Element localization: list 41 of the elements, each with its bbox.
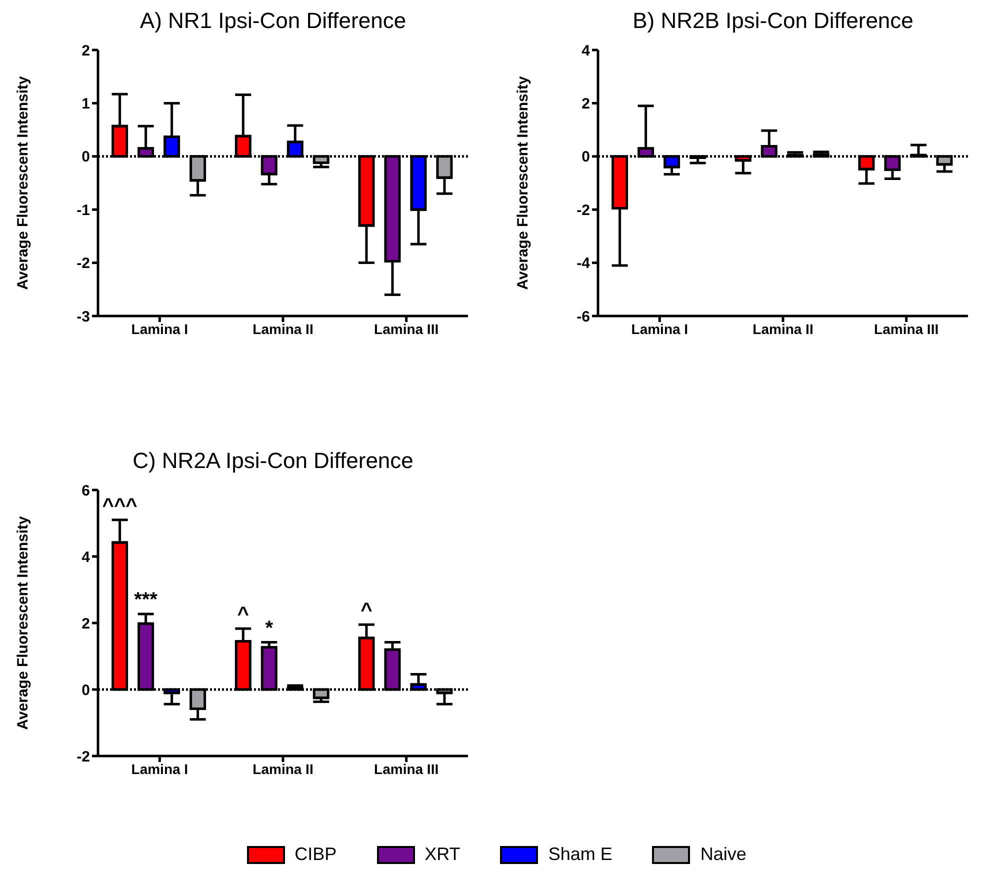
chart-title: A) NR1 Ipsi-Con Difference xyxy=(138,8,408,35)
data-label: ^^^ xyxy=(102,494,138,517)
y-tick-label: -1 xyxy=(76,202,90,219)
x-tick-label: Lamina II xyxy=(252,320,314,337)
y-tick-label: 0 xyxy=(582,148,590,166)
y-tick-label: 0 xyxy=(82,682,90,699)
y-tick-label: 0 xyxy=(82,148,90,166)
y-tick-label: -4 xyxy=(576,255,591,272)
y-tick-label: 2 xyxy=(82,615,90,632)
data-label: *** xyxy=(134,589,158,612)
y-axis-title: Average Fluorescent Intensity xyxy=(14,516,32,730)
y-tick-label: -6 xyxy=(576,308,590,326)
data-label: ^ xyxy=(237,604,250,626)
x-tick-label: Lamina I xyxy=(131,320,188,337)
legend-label: XRT xyxy=(424,844,460,865)
y-tick-label: -2 xyxy=(76,748,90,766)
y-axis-title: Average Fluorescent Intensity xyxy=(14,76,32,290)
data-label: ^ xyxy=(360,600,373,622)
x-tick-label: Lamina I xyxy=(631,320,688,337)
x-tick-label: Lamina I xyxy=(131,760,188,777)
y-tick-label: 2 xyxy=(582,96,590,113)
y-axis-title: Average Fluorescent Intensity xyxy=(514,76,532,290)
y-tick-label: -3 xyxy=(76,308,90,326)
y-tick-label: 2 xyxy=(82,42,90,60)
x-tick-label: Lamina II xyxy=(252,760,314,777)
y-tick-label: 4 xyxy=(82,548,91,566)
x-tick-label: Lamina II xyxy=(752,320,814,337)
legend-label: CIBP xyxy=(294,844,337,865)
legend-label: Naive xyxy=(700,844,746,865)
y-tick-label: 4 xyxy=(582,42,591,60)
x-tick-label: Lamina III xyxy=(374,760,439,777)
y-tick-label: -2 xyxy=(76,255,90,272)
y-tick-label: 1 xyxy=(82,96,90,113)
data-label: * xyxy=(265,617,274,640)
legend-label: Sham E xyxy=(548,844,612,865)
chart-title: C) NR2A Ipsi-Con Difference xyxy=(132,448,414,475)
x-tick-label: Lamina III xyxy=(874,320,939,337)
chart-title: B) NR2B Ipsi-Con Difference xyxy=(632,8,914,35)
y-tick-label: 6 xyxy=(82,482,90,500)
x-tick-label: Lamina III xyxy=(374,320,439,337)
y-tick-label: -2 xyxy=(576,202,590,219)
